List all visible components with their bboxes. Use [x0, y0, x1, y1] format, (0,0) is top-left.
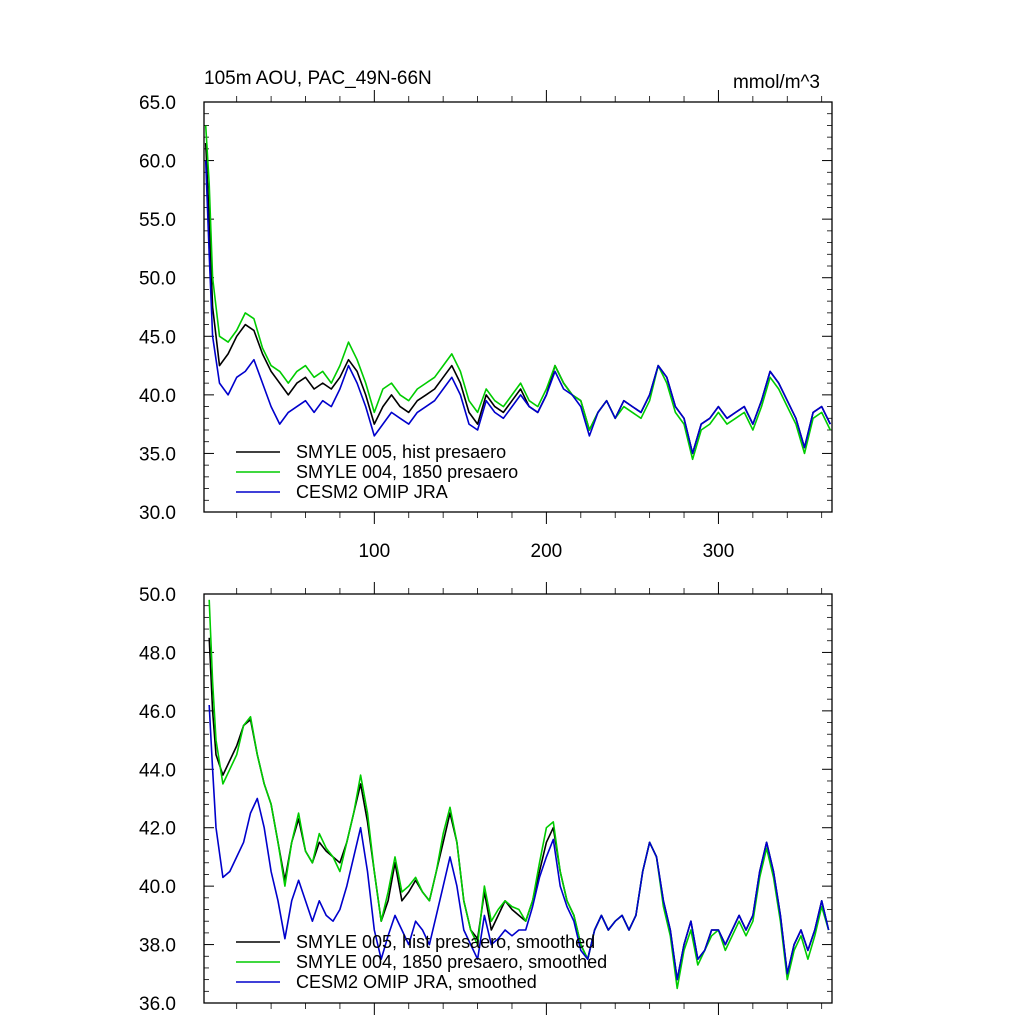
- y-tick-label: 40.0: [139, 877, 176, 898]
- top-panel: 30.0 35.0 40.0 45.0 50.0 55.0 60.0 65.0 100 200 30…: [139, 68, 833, 562]
- y-tick-label: 42.0: [139, 819, 176, 840]
- y-tick-label: 44.0: [139, 760, 176, 781]
- x-tick-label: 200: [531, 541, 563, 562]
- series-line: [204, 142, 832, 455]
- series-line: [208, 704, 830, 981]
- y-tick-label: 50.0: [139, 585, 176, 606]
- x-tick-label: 300: [703, 541, 735, 562]
- series-line: [208, 599, 830, 990]
- y-tick-label: 50.0: [139, 269, 176, 290]
- y-tick-label: 46.0: [139, 702, 176, 723]
- y-tick-label: 38.0: [139, 936, 176, 957]
- legend-label: CESM2 OMIP JRA, smoothed: [296, 972, 537, 992]
- legend-label: CESM2 OMIP JRA: [296, 482, 448, 502]
- y-tick-label: 60.0: [139, 152, 176, 173]
- bottom-panel: 36.0 38.0 40.0 42.0 44.0 46.0 48.0 50.0 SMYLE 00…: [139, 582, 833, 1015]
- legend-label: SMYLE 004, 1850 presaero: [296, 462, 518, 482]
- y-tick-label: 40.0: [139, 386, 176, 407]
- y-tick-label: 35.0: [139, 444, 176, 465]
- y-tick-label: 30.0: [139, 503, 176, 524]
- plot-frame: [203, 593, 833, 1004]
- series-line: [204, 160, 832, 455]
- y-tick-label: 45.0: [139, 327, 176, 348]
- series-line: [204, 125, 832, 461]
- y-tick-label: 48.0: [139, 643, 176, 664]
- y-tick-label: 36.0: [139, 994, 176, 1015]
- x-tick-label: 100: [358, 541, 390, 562]
- plot-frame: [203, 101, 833, 513]
- legend-label: SMYLE 004, 1850 presaero, smoothed: [296, 952, 607, 972]
- legend-label: SMYLE 005, hist presaero: [296, 442, 506, 462]
- y-tick-label: 65.0: [139, 93, 176, 114]
- units-label: mmol/m^3: [733, 72, 820, 93]
- legend-label: SMYLE 005, hist presaero, smoothed: [296, 932, 595, 952]
- chart-title: 105m AOU, PAC_49N-66N: [204, 68, 432, 89]
- y-tick-label: 55.0: [139, 210, 176, 231]
